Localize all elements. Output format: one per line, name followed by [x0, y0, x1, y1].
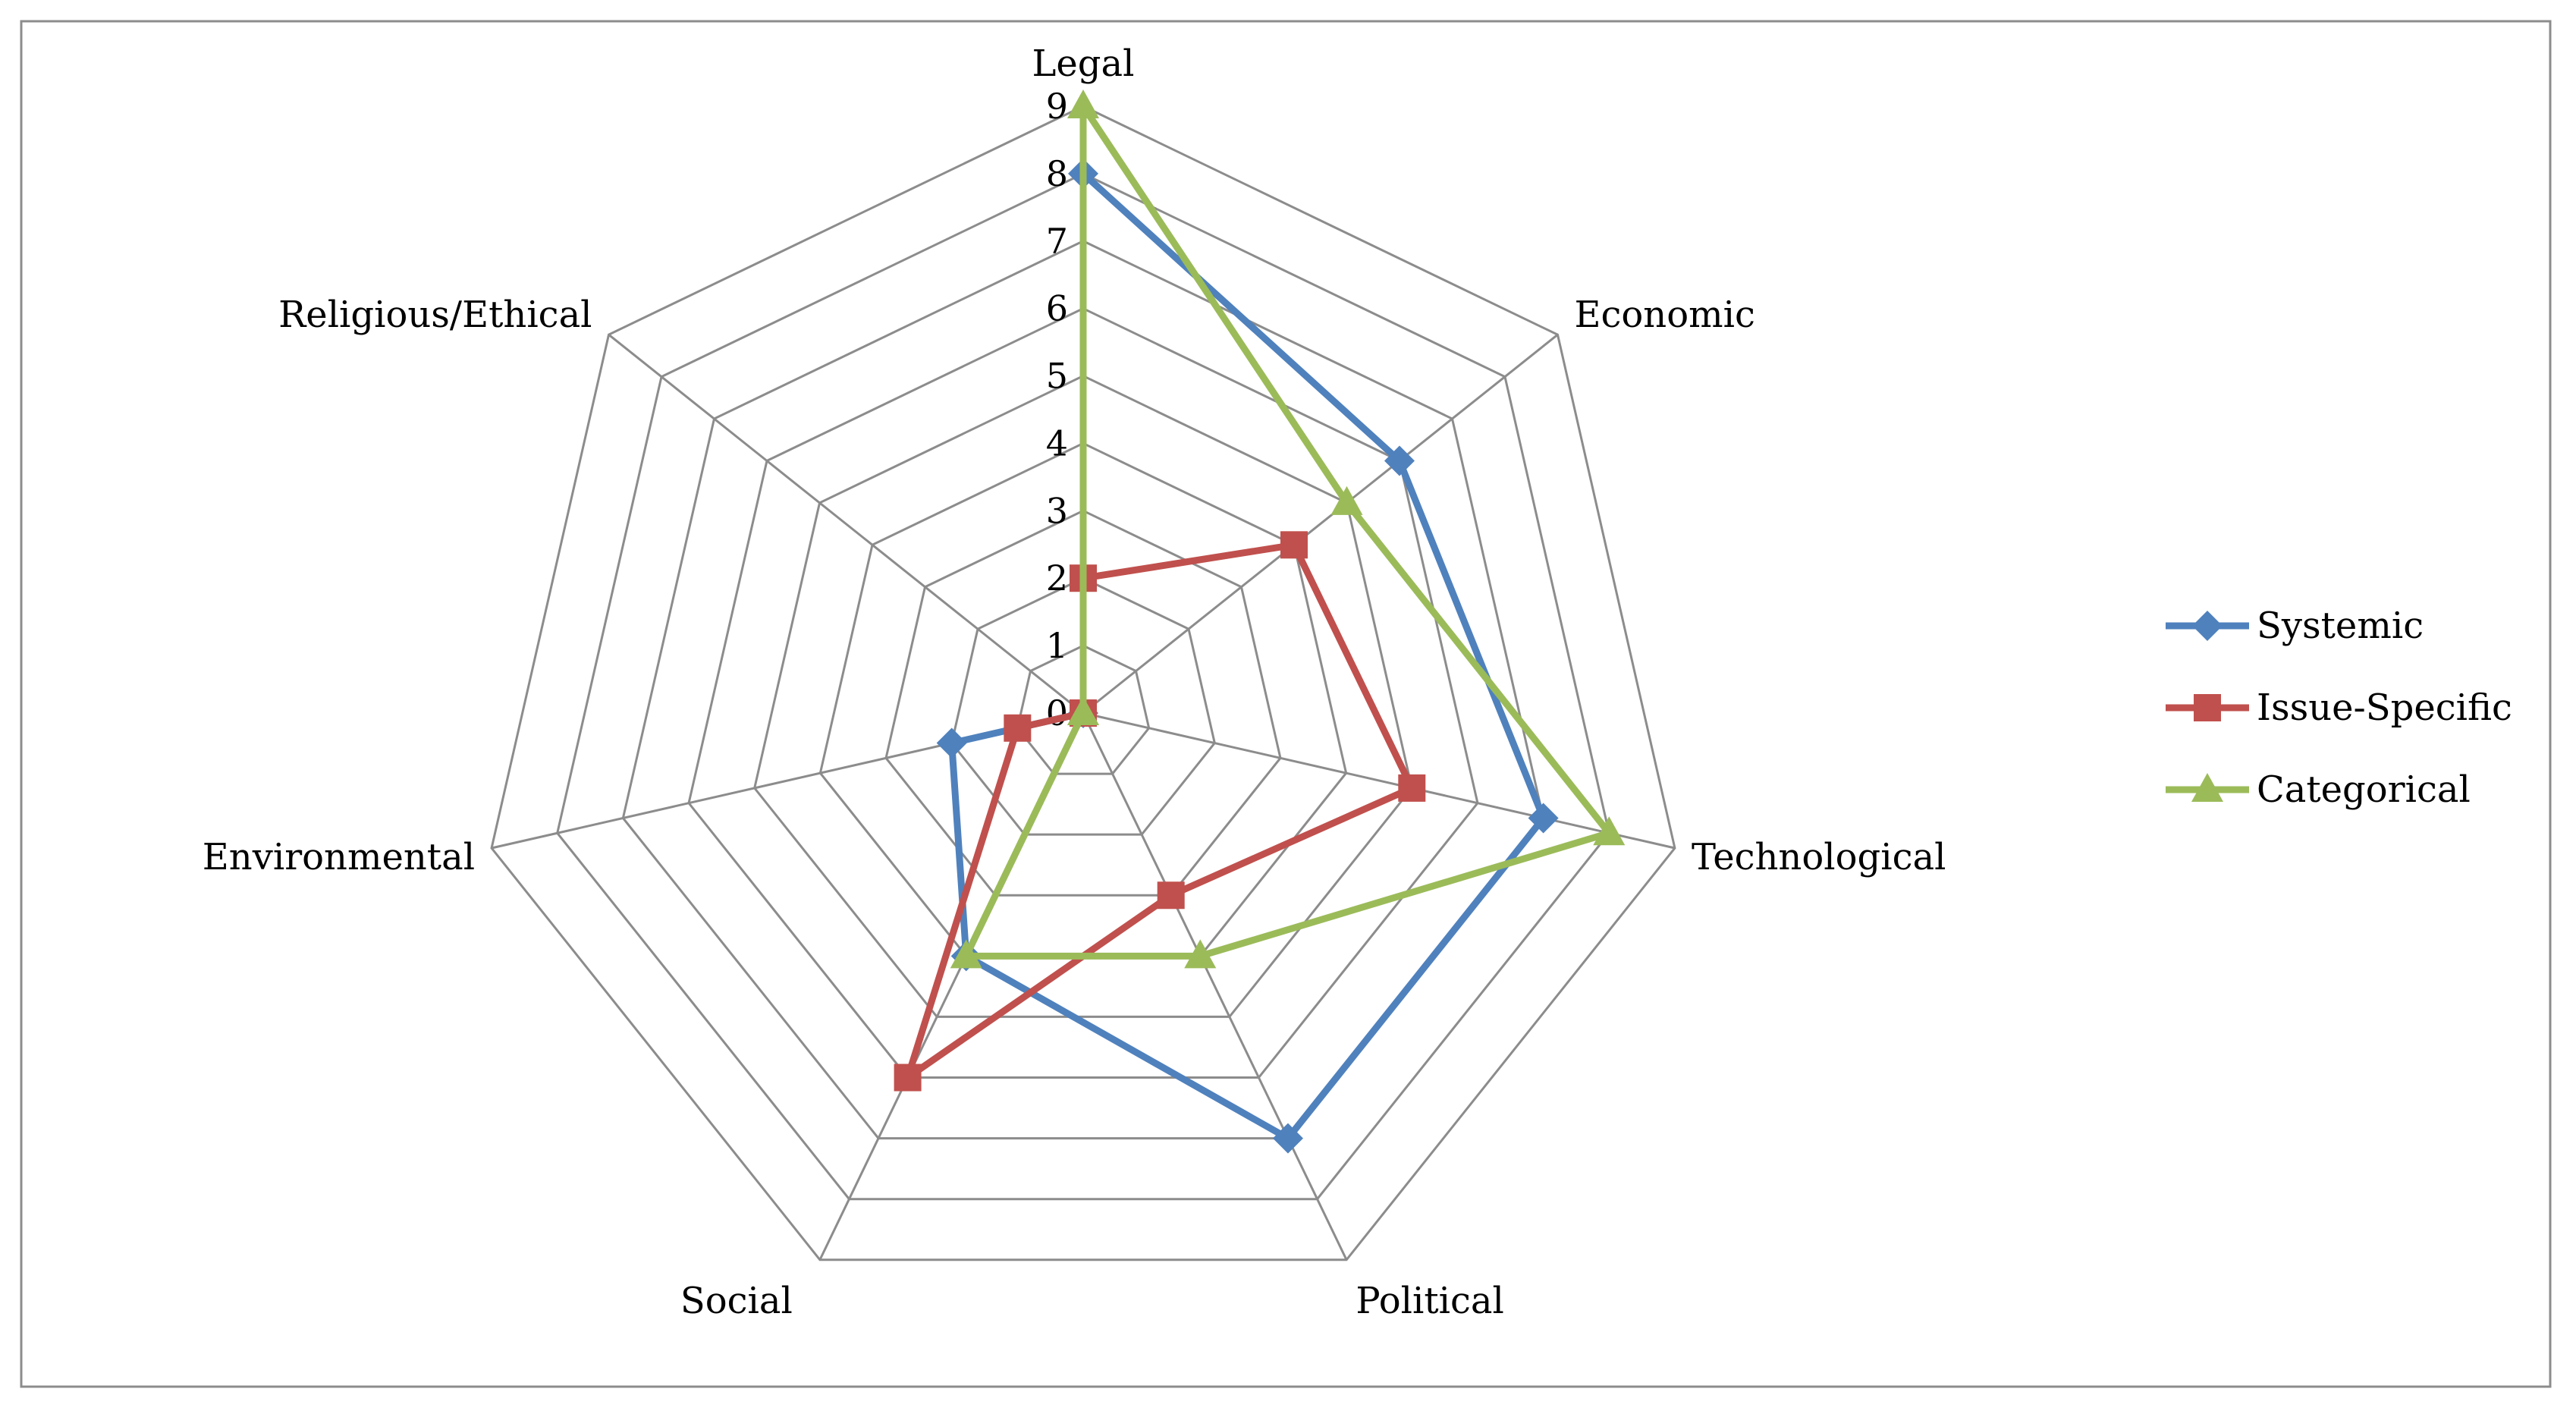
legend: Systemic Issue-Specific Categorical	[2166, 605, 2512, 811]
axis-label: Environmental	[203, 836, 475, 878]
grid-ring	[950, 577, 1216, 836]
legend-item: Issue-Specific	[2166, 687, 2512, 729]
grid-spoke	[1082, 334, 1559, 715]
data-point	[936, 727, 967, 759]
legend-label: Systemic	[2257, 605, 2424, 647]
tick-label: 8	[1046, 153, 1068, 194]
series-layer	[894, 90, 1626, 1154]
grid-spoke	[608, 334, 1084, 715]
axis-label: Economic	[1574, 294, 1755, 336]
tick-label: 6	[1046, 288, 1068, 329]
axis-labels: Legal Economic Technological Political Socia…	[203, 42, 1946, 1322]
tick-label: 7	[1046, 221, 1068, 262]
tick-label: 5	[1046, 356, 1068, 397]
data-point	[1398, 774, 1426, 802]
legend-label: Categorical	[2257, 768, 2471, 811]
grid-ring	[687, 307, 1479, 1079]
data-point	[1157, 881, 1185, 910]
data-point	[1067, 90, 1099, 118]
grid-spoke	[1082, 712, 1348, 1261]
legend-item: Categorical	[2166, 768, 2471, 811]
data-point	[1272, 1123, 1303, 1154]
legend-label: Issue-Specific	[2257, 687, 2512, 729]
axis-label: Political	[1356, 1280, 1503, 1322]
data-point	[1067, 696, 1099, 725]
chart-border	[20, 20, 2552, 1388]
legend-item: Systemic	[2166, 605, 2424, 647]
data-point	[1528, 803, 1559, 834]
grid-spoke	[1082, 712, 1676, 850]
axis-label: Religious/Ethical	[278, 294, 592, 336]
data-point	[1384, 445, 1415, 476]
tick-label: 9	[1046, 86, 1068, 127]
grid-ring	[884, 509, 1282, 897]
data-point	[1004, 714, 1032, 742]
data-point	[2191, 773, 2223, 802]
data-point	[1330, 485, 1363, 515]
tick-labels: 0 1 2 3 4 5 6 7 8 9	[1046, 86, 1068, 734]
grid-ring	[753, 374, 1413, 1018]
grid-ring	[621, 240, 1545, 1140]
data-point	[2192, 611, 2223, 641]
tick-label: 4	[1046, 423, 1068, 463]
tick-label: 1	[1046, 625, 1068, 666]
data-point	[950, 939, 982, 969]
grid-ring	[556, 172, 1610, 1201]
tick-label: 0	[1046, 693, 1068, 734]
data-point	[1184, 939, 1217, 969]
series-categorical	[950, 90, 1626, 969]
data-point	[2194, 694, 2221, 721]
axis-label: Social	[680, 1280, 793, 1322]
grid	[490, 105, 1676, 1261]
grid-ring	[1016, 644, 1151, 775]
tick-label: 3	[1046, 490, 1068, 531]
data-point	[1593, 816, 1626, 846]
data-point	[1280, 531, 1308, 559]
data-point	[894, 1064, 922, 1092]
tick-label: 2	[1046, 558, 1068, 599]
axis-label: Technological	[1692, 836, 1946, 878]
grid-ring	[490, 105, 1676, 1261]
axis-label: Legal	[1032, 42, 1135, 85]
